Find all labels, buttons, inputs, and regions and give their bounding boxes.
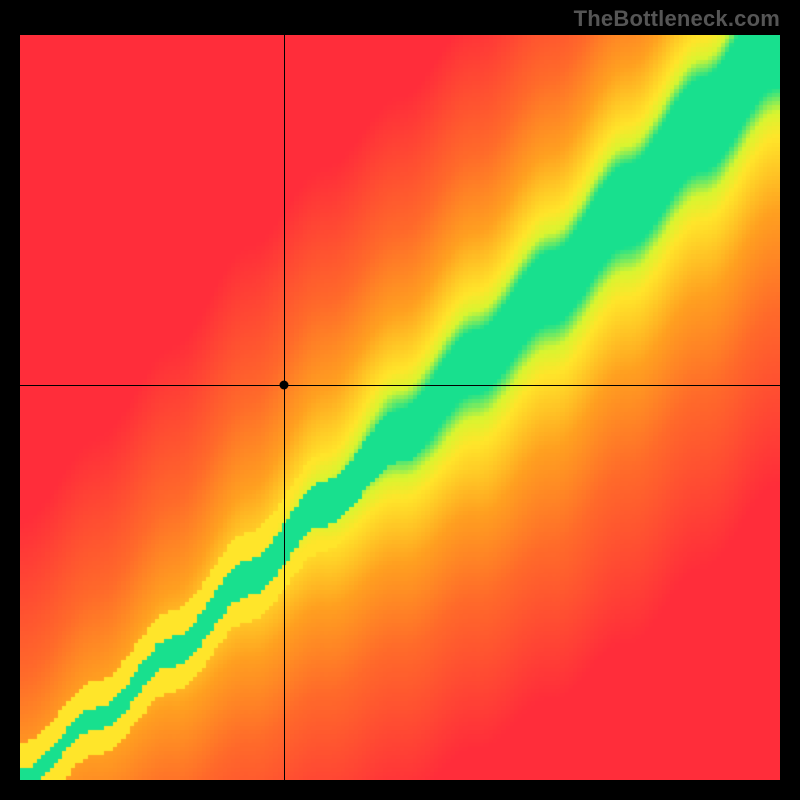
crosshair-marker bbox=[279, 381, 288, 390]
chart-container: TheBottleneck.com bbox=[0, 0, 800, 800]
heatmap-plot bbox=[20, 35, 780, 780]
crosshair-vertical bbox=[284, 35, 285, 780]
crosshair-horizontal bbox=[20, 385, 780, 386]
heatmap-canvas bbox=[20, 35, 780, 780]
watermark-text: TheBottleneck.com bbox=[574, 6, 780, 32]
